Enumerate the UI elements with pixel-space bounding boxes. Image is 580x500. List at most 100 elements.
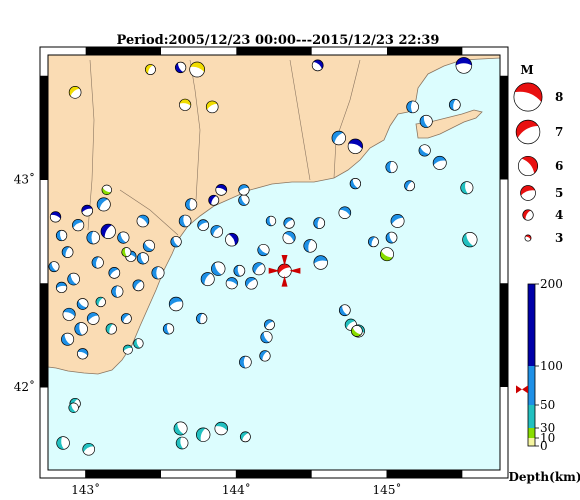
magnitude-legend-ball-7 <box>515 119 541 145</box>
event-beachball-97 <box>82 442 95 456</box>
event-beachball-46 <box>245 276 258 290</box>
event-beachball-74 <box>76 298 89 310</box>
lat-tick-label: 42˚ <box>14 379 35 394</box>
lon-tick-label: 143˚ <box>71 482 100 497</box>
event-beachball-102 <box>175 436 189 450</box>
event-beachball-77 <box>74 322 88 336</box>
depth-band-10-30 <box>528 428 535 438</box>
event-beachball-87 <box>264 319 275 331</box>
event-beachball-61 <box>48 261 60 273</box>
event-beachball-10 <box>419 114 433 128</box>
event-beachball-6 <box>205 100 219 114</box>
event-beachball-99 <box>195 427 211 442</box>
event-beachball-1 <box>68 86 82 99</box>
magnitude-legend-label: 3 <box>555 231 563 245</box>
event-beachball-20 <box>338 206 352 220</box>
event-beachball-66 <box>136 214 150 228</box>
event-beachball-2 <box>189 61 206 78</box>
event-beachball-16 <box>385 160 398 174</box>
magnitude-legend-ball-6 <box>517 155 539 177</box>
event-beachball-53 <box>142 239 156 252</box>
event-beachball-39 <box>257 243 270 257</box>
event-beachball-12 <box>418 144 431 157</box>
event-beachball-28 <box>265 215 277 227</box>
event-beachball-76 <box>86 312 100 325</box>
event-beachball-55 <box>117 231 130 244</box>
event-beachball-42 <box>313 255 328 270</box>
magnitude-legend-ball-4 <box>522 209 534 221</box>
event-beachball-37 <box>178 214 192 228</box>
depth-tick-label: 10 <box>540 431 555 445</box>
event-beachball-17 <box>349 177 362 190</box>
event-beachball-84 <box>239 355 252 369</box>
event-beachball-83 <box>77 348 89 360</box>
map-title: Period:2005/12/23 00:00---2015/12/23 22:… <box>117 33 440 48</box>
magnitude-legend-ball-8 <box>513 82 543 112</box>
depth-band-0-10 <box>528 438 535 446</box>
event-beachball-45 <box>211 261 226 276</box>
event-beachball-31 <box>215 184 228 196</box>
event-beachball-24 <box>380 247 394 262</box>
event-beachball-67 <box>121 247 132 258</box>
event-beachball-7 <box>311 59 324 72</box>
event-beachball-86 <box>260 331 273 344</box>
event-beachball-44 <box>233 264 246 277</box>
event-beachball-43 <box>252 262 266 276</box>
event-beachball-64 <box>96 197 111 212</box>
event-beachball-96 <box>56 436 70 450</box>
event-beachball-26 <box>313 217 326 229</box>
event-beachball-36 <box>197 219 210 232</box>
highlight-marker-icon <box>281 275 288 287</box>
event-beachball-78 <box>105 323 117 335</box>
magnitude-legend-label: 6 <box>555 159 563 173</box>
event-beachball-47 <box>225 277 238 290</box>
depth-scale-label: Depth(km) <box>508 470 580 484</box>
longitude-ticks: 143˚ 144˚ 145˚ <box>71 470 401 497</box>
event-beachball-14 <box>331 130 346 146</box>
event-beachball-29 <box>238 194 250 206</box>
event-beachball-70 <box>67 272 80 286</box>
event-beachball-25 <box>462 232 478 248</box>
event-beachball-75 <box>62 307 76 321</box>
event-beachball-51 <box>136 252 150 265</box>
magnitude-legend-ball-3 <box>524 234 532 242</box>
event-beachball-48 <box>200 272 215 287</box>
event-beachball-73 <box>95 296 106 308</box>
eastern-peninsula <box>415 109 483 139</box>
event-beachball-49 <box>168 296 184 312</box>
depth-tick-label: 100 <box>540 359 563 373</box>
event-beachball-72 <box>111 285 124 298</box>
event-beachball-93 <box>350 325 363 337</box>
highlight-event-beachball <box>268 254 301 287</box>
depth-band-50-100 <box>528 366 535 405</box>
event-beachball-41 <box>303 239 317 253</box>
highlight-marker-icon <box>281 254 288 266</box>
event-beachball-60 <box>61 246 74 258</box>
magnitude-legend-label: 8 <box>555 90 563 104</box>
event-beachball-56 <box>100 223 116 240</box>
event-beachball-81 <box>133 338 144 349</box>
event-beachball-88 <box>162 323 175 335</box>
map-panel <box>47 54 501 470</box>
lon-tick-label: 145˚ <box>373 482 402 497</box>
event-beachball-71 <box>55 281 68 294</box>
event-beachball-40 <box>282 231 296 245</box>
event-beachball-33 <box>185 198 198 211</box>
event-beachball-19 <box>460 181 474 195</box>
latitude-ticks: 43˚ 42˚ <box>14 172 48 394</box>
highlight-marker-icon <box>268 267 280 274</box>
event-beachball-82 <box>122 344 133 355</box>
event-beachball-34 <box>225 232 239 247</box>
event-beachball-9 <box>406 100 419 114</box>
magnitude-legend-label: 7 <box>555 125 563 139</box>
magnitude-legend-ball-5 <box>520 185 536 201</box>
event-beachball-21 <box>390 214 405 228</box>
event-beachball-59 <box>55 229 68 242</box>
event-beachball-57 <box>86 230 100 245</box>
event-beachball-8 <box>455 57 473 74</box>
event-beachball-63 <box>81 204 94 217</box>
lon-tick-label: 144˚ <box>222 482 251 497</box>
event-beachball-23 <box>368 236 379 248</box>
event-beachball-69 <box>91 256 104 269</box>
